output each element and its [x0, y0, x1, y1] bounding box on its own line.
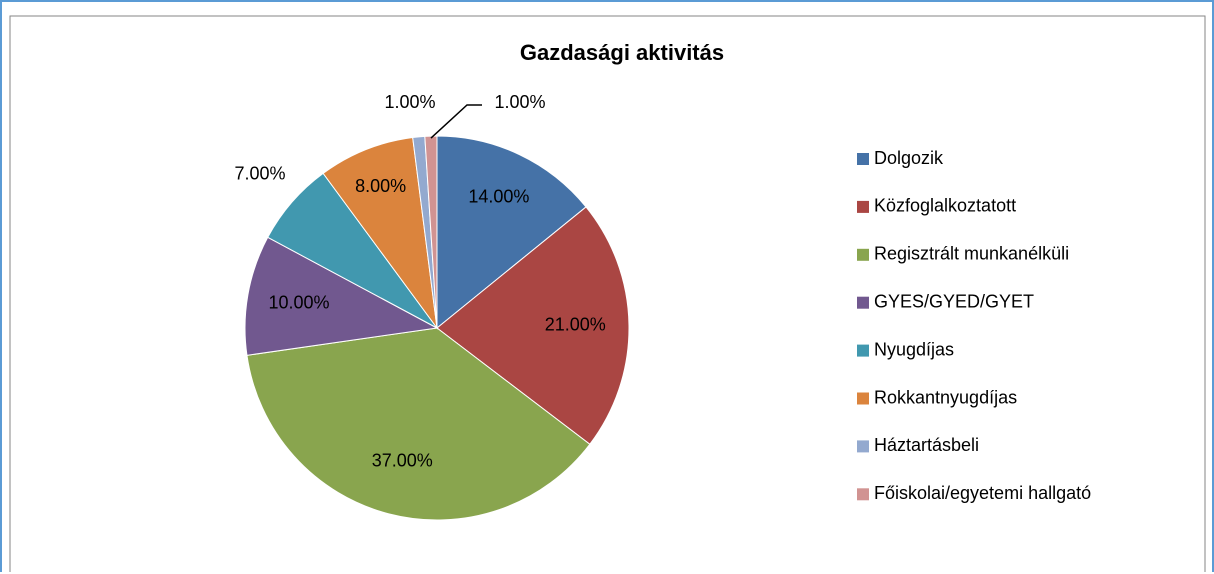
data-label: 8.00% [355, 176, 406, 196]
pie-slice [424, 135, 438, 329]
legend-label: Regisztrált munkanélküli [874, 244, 1069, 264]
legend-swatch [857, 296, 869, 309]
legend-swatch [857, 153, 869, 165]
pie-slice [246, 327, 591, 521]
legend-label: Közfoglalkoztatott [874, 196, 1016, 216]
legend-label: Háztartásbeli [874, 435, 979, 455]
pie-slice [322, 136, 438, 330]
data-label: 10.00% [268, 292, 329, 312]
legend-swatch [857, 392, 869, 405]
data-label: 21.00% [545, 315, 606, 335]
legend-label: Rokkantnyugdíjas [874, 387, 1017, 407]
pie-slice [436, 135, 587, 330]
pie-slice [436, 206, 630, 445]
pie-slice [244, 236, 439, 356]
legend-label: GYES/GYED/GYET [874, 291, 1034, 311]
legend-swatch [857, 488, 869, 501]
data-label: 14.00% [468, 187, 529, 207]
legend-label: Nyugdíjas [874, 339, 954, 359]
data-label: 1.00% [494, 92, 545, 112]
legend-label: Dolgozik [874, 148, 944, 168]
legend-swatch [857, 248, 869, 261]
data-label: 37.00% [372, 451, 433, 471]
legend-swatch [857, 200, 869, 213]
data-label: 1.00% [384, 92, 435, 112]
leader-line [430, 104, 482, 139]
legend-label: Főiskolai/egyetemi hallgató [874, 483, 1091, 503]
data-label: 7.00% [234, 163, 285, 183]
legend-swatch [857, 440, 869, 453]
legend-swatch [857, 344, 869, 357]
chart-title: Gazdasági aktivitás [520, 40, 724, 65]
